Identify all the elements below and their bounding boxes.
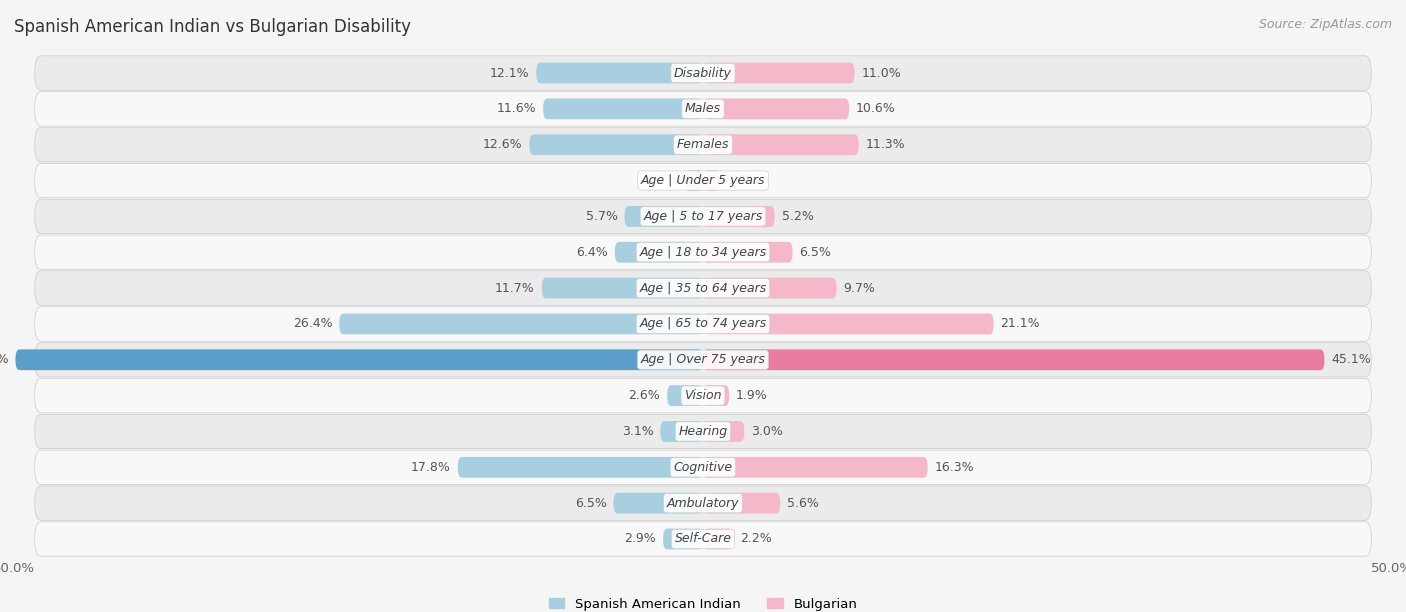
Text: 1.3%: 1.3%: [728, 174, 759, 187]
FancyBboxPatch shape: [15, 349, 703, 370]
Text: Self-Care: Self-Care: [675, 532, 731, 545]
Text: 5.2%: 5.2%: [782, 210, 814, 223]
FancyBboxPatch shape: [530, 134, 703, 155]
Text: 45.1%: 45.1%: [1331, 353, 1371, 366]
FancyBboxPatch shape: [35, 199, 1371, 234]
FancyBboxPatch shape: [703, 385, 730, 406]
Text: Age | 35 to 64 years: Age | 35 to 64 years: [640, 282, 766, 294]
FancyBboxPatch shape: [703, 62, 855, 83]
FancyBboxPatch shape: [614, 242, 703, 263]
Text: 3.0%: 3.0%: [751, 425, 783, 438]
Text: 11.3%: 11.3%: [866, 138, 905, 151]
Text: Source: ZipAtlas.com: Source: ZipAtlas.com: [1258, 18, 1392, 31]
FancyBboxPatch shape: [541, 278, 703, 299]
FancyBboxPatch shape: [703, 99, 849, 119]
Text: Males: Males: [685, 102, 721, 115]
FancyBboxPatch shape: [703, 457, 928, 478]
Text: Disability: Disability: [673, 67, 733, 80]
Text: 21.1%: 21.1%: [1001, 318, 1040, 330]
FancyBboxPatch shape: [703, 242, 793, 263]
Text: 2.6%: 2.6%: [628, 389, 661, 402]
FancyBboxPatch shape: [703, 170, 721, 191]
Text: 6.4%: 6.4%: [576, 246, 607, 259]
FancyBboxPatch shape: [458, 457, 703, 478]
Text: Age | Under 5 years: Age | Under 5 years: [641, 174, 765, 187]
FancyBboxPatch shape: [661, 421, 703, 442]
Text: 11.7%: 11.7%: [495, 282, 534, 294]
FancyBboxPatch shape: [35, 92, 1371, 126]
Text: 16.3%: 16.3%: [935, 461, 974, 474]
Text: Ambulatory: Ambulatory: [666, 497, 740, 510]
Text: 11.6%: 11.6%: [496, 102, 536, 115]
Text: Vision: Vision: [685, 389, 721, 402]
Text: 1.9%: 1.9%: [737, 389, 768, 402]
Text: 2.9%: 2.9%: [624, 532, 657, 545]
FancyBboxPatch shape: [35, 127, 1371, 162]
FancyBboxPatch shape: [685, 170, 703, 191]
FancyBboxPatch shape: [536, 62, 703, 83]
FancyBboxPatch shape: [703, 529, 734, 550]
Text: 12.6%: 12.6%: [482, 138, 523, 151]
FancyBboxPatch shape: [703, 134, 859, 155]
FancyBboxPatch shape: [35, 163, 1371, 198]
FancyBboxPatch shape: [35, 271, 1371, 305]
FancyBboxPatch shape: [624, 206, 703, 227]
Text: 3.1%: 3.1%: [621, 425, 654, 438]
Text: 6.5%: 6.5%: [800, 246, 831, 259]
FancyBboxPatch shape: [35, 343, 1371, 377]
FancyBboxPatch shape: [35, 486, 1371, 520]
Text: Age | 65 to 74 years: Age | 65 to 74 years: [640, 318, 766, 330]
Text: 5.6%: 5.6%: [787, 497, 818, 510]
FancyBboxPatch shape: [35, 450, 1371, 485]
Text: 6.5%: 6.5%: [575, 497, 606, 510]
FancyBboxPatch shape: [703, 278, 837, 299]
FancyBboxPatch shape: [35, 522, 1371, 556]
FancyBboxPatch shape: [613, 493, 703, 513]
FancyBboxPatch shape: [339, 313, 703, 334]
Text: 11.0%: 11.0%: [862, 67, 901, 80]
Text: Age | 18 to 34 years: Age | 18 to 34 years: [640, 246, 766, 259]
FancyBboxPatch shape: [703, 313, 994, 334]
FancyBboxPatch shape: [703, 349, 1324, 370]
Text: 1.3%: 1.3%: [647, 174, 678, 187]
Text: 2.2%: 2.2%: [740, 532, 772, 545]
FancyBboxPatch shape: [703, 493, 780, 513]
Text: Age | 5 to 17 years: Age | 5 to 17 years: [644, 210, 762, 223]
Text: Spanish American Indian vs Bulgarian Disability: Spanish American Indian vs Bulgarian Dis…: [14, 18, 411, 36]
Text: 49.9%: 49.9%: [0, 353, 8, 366]
Text: Females: Females: [676, 138, 730, 151]
FancyBboxPatch shape: [35, 235, 1371, 269]
Text: Age | Over 75 years: Age | Over 75 years: [641, 353, 765, 366]
Text: 17.8%: 17.8%: [411, 461, 451, 474]
FancyBboxPatch shape: [703, 206, 775, 227]
FancyBboxPatch shape: [543, 99, 703, 119]
Text: 5.7%: 5.7%: [585, 210, 617, 223]
FancyBboxPatch shape: [703, 421, 744, 442]
FancyBboxPatch shape: [35, 56, 1371, 90]
Text: 10.6%: 10.6%: [856, 102, 896, 115]
Text: 26.4%: 26.4%: [292, 318, 332, 330]
Text: Cognitive: Cognitive: [673, 461, 733, 474]
FancyBboxPatch shape: [35, 414, 1371, 449]
Text: 9.7%: 9.7%: [844, 282, 876, 294]
Text: Hearing: Hearing: [679, 425, 727, 438]
FancyBboxPatch shape: [668, 385, 703, 406]
FancyBboxPatch shape: [35, 307, 1371, 341]
FancyBboxPatch shape: [664, 529, 703, 550]
Text: 12.1%: 12.1%: [489, 67, 530, 80]
FancyBboxPatch shape: [35, 378, 1371, 413]
Legend: Spanish American Indian, Bulgarian: Spanish American Indian, Bulgarian: [548, 597, 858, 611]
